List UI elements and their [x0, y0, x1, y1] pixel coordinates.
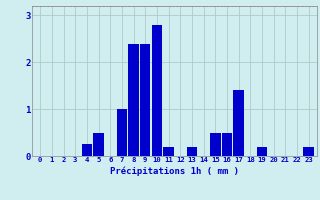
Bar — [222, 133, 232, 156]
Bar — [140, 44, 150, 156]
Bar — [187, 147, 197, 156]
X-axis label: Précipitations 1h ( mm ): Précipitations 1h ( mm ) — [110, 166, 239, 176]
Bar — [233, 90, 244, 156]
Bar — [257, 147, 267, 156]
Bar — [116, 109, 127, 156]
Bar — [210, 133, 220, 156]
Bar — [82, 144, 92, 156]
Bar — [163, 147, 174, 156]
Bar — [93, 133, 104, 156]
Bar — [128, 44, 139, 156]
Bar — [303, 147, 314, 156]
Bar — [152, 25, 162, 156]
